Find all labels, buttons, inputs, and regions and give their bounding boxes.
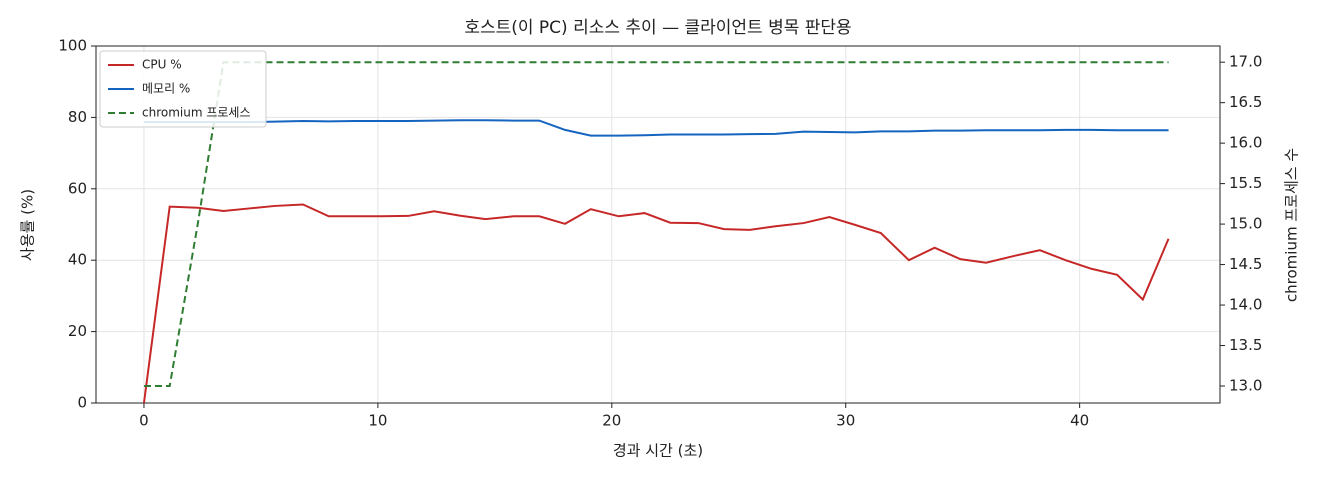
x-tick-label: 0 [139,412,149,430]
x-tick-label: 10 [368,412,387,430]
y2-tick-label: 16.0 [1229,134,1262,152]
y2-axis-label: chromium 프로세스 수 [1283,148,1301,302]
y2-tick-label: 14.5 [1229,255,1262,273]
legend-label: CPU % [142,58,182,72]
x-tick-label: 20 [602,412,621,430]
y2-tick-label: 14.0 [1229,296,1262,314]
y-tick-label: 0 [77,394,87,412]
x-tick-label: 30 [836,412,855,430]
chart-title: 호스트(이 PC) 리소스 추이 — 클라이언트 병목 판단용 [464,18,851,38]
y-tick-label: 80 [68,108,87,126]
y-tick-label: 40 [68,251,87,269]
legend-label: chromium 프로세스 [142,106,251,120]
y-tick-label: 60 [68,179,87,197]
y2-tick-label: 16.5 [1229,93,1262,111]
legend: CPU % 메모리 % chromium 프로세스 [99,50,267,128]
y2-tick-label: 15.0 [1229,215,1262,233]
y2-tick-label: 17.0 [1229,53,1262,71]
legend-box [99,50,267,128]
y2-tick-label: 13.5 [1229,336,1262,354]
plot-frame [95,45,1221,404]
series-line [143,61,1169,387]
y2-tick-label: 13.0 [1229,377,1262,395]
series-line [143,119,1169,137]
series-line [142,203,1170,404]
y-tick-label: 20 [68,322,87,340]
legend-label: 메모리 % [142,82,190,96]
x-axis-label: 경과 시간 (초) [613,442,703,460]
y-tick-label: 100 [58,37,87,55]
x-tick-label: 40 [1070,412,1089,430]
y2-tick-label: 15.5 [1229,174,1262,192]
y-axis-label: 사용률 (%) [19,189,37,261]
